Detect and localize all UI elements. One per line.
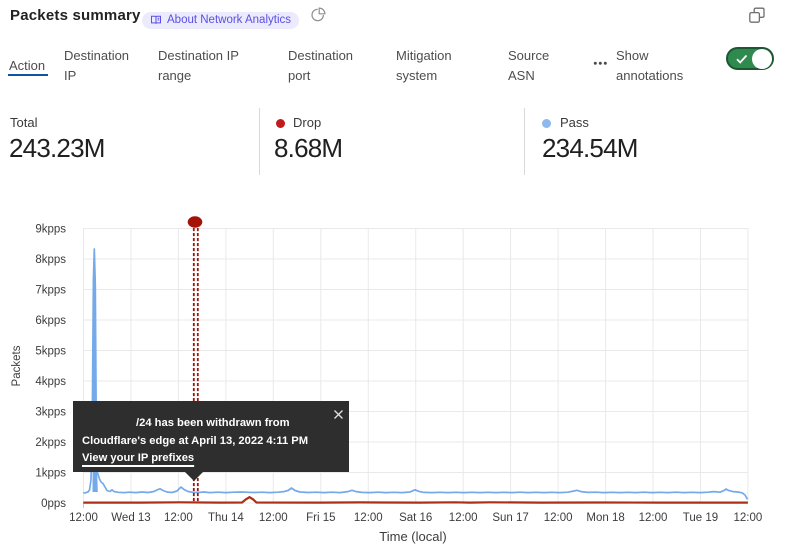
svg-text:4kpps: 4kpps xyxy=(35,376,66,388)
svg-text:5kpps: 5kpps xyxy=(35,346,66,358)
svg-text:12:00: 12:00 xyxy=(544,512,573,524)
svg-text:Sun 17: Sun 17 xyxy=(492,512,528,524)
svg-text:Packets: Packets xyxy=(11,345,23,386)
svg-text:Wed 13: Wed 13 xyxy=(111,512,150,524)
svg-text:Time (local): Time (local) xyxy=(379,529,446,544)
svg-text:Sat 16: Sat 16 xyxy=(399,512,432,524)
svg-text:7kpps: 7kpps xyxy=(35,285,66,297)
svg-text:12:00: 12:00 xyxy=(639,512,668,524)
svg-text:12:00: 12:00 xyxy=(734,512,763,524)
svg-text:6kpps: 6kpps xyxy=(35,315,66,327)
svg-text:12:00: 12:00 xyxy=(164,512,193,524)
svg-text:2kpps: 2kpps xyxy=(35,437,66,449)
svg-text:0pps: 0pps xyxy=(41,498,66,510)
svg-text:12:00: 12:00 xyxy=(259,512,288,524)
svg-text:3kpps: 3kpps xyxy=(35,407,66,419)
svg-text:12:00: 12:00 xyxy=(449,512,478,524)
svg-text:9kpps: 9kpps xyxy=(35,224,66,236)
svg-text:Fri 15: Fri 15 xyxy=(306,512,335,524)
svg-text:8kpps: 8kpps xyxy=(35,254,66,266)
svg-text:1kpps: 1kpps xyxy=(35,468,66,480)
svg-text:Tue 19: Tue 19 xyxy=(683,512,718,524)
svg-text:12:00: 12:00 xyxy=(354,512,383,524)
svg-text:Mon 18: Mon 18 xyxy=(586,512,624,524)
svg-text:12:00: 12:00 xyxy=(69,512,98,524)
svg-text:Thu 14: Thu 14 xyxy=(208,512,244,524)
